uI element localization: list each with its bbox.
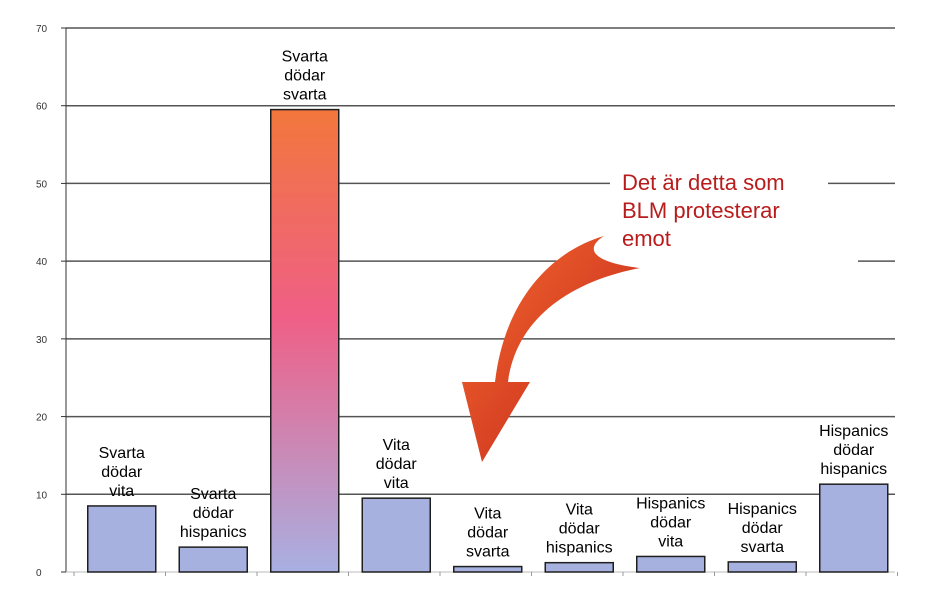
bar-label-0-line-1: dödar (101, 464, 143, 481)
bar-label-2-line-2: svarta (283, 87, 327, 104)
bar-label-8-line-0: Hispanics (819, 423, 888, 440)
y-axis: 0 10 20 30 40 50 60 70 (36, 24, 898, 579)
bar-label-4-line-0: Vita (474, 506, 501, 523)
bar-label-8-line-1: dödar (833, 442, 875, 459)
bar-label-3-line-1: dödar (376, 456, 418, 473)
bar-label-1-line-1: dödar (193, 505, 235, 522)
y-tick-label: 20 (36, 413, 48, 424)
bar-label-5-line-2: hispanics (546, 540, 613, 557)
bar-label-6-line-0: Hispanics (636, 495, 705, 512)
bar-label-3-line-2: vita (384, 475, 409, 492)
bar-label-5-line-1: dödar (559, 521, 601, 538)
bar-3 (361, 497, 431, 573)
bar-label-7-line-2: svarta (740, 539, 784, 556)
bar-label-1-line-0: Svarta (190, 486, 236, 503)
bar-label-2-line-1: dödar (284, 68, 326, 85)
bar-label-6-line-1: dödar (650, 514, 692, 531)
bar-label-4-line-1: dödar (467, 525, 509, 542)
bar-label-3-line-0: Vita (383, 437, 410, 454)
bar-label-0-line-2: vita (109, 483, 134, 500)
bar-4 (453, 565, 523, 573)
bar-label-7-line-1: dödar (742, 520, 784, 537)
y-tick-label: 50 (36, 179, 48, 190)
annotation-line-1: BLM protesterar (622, 198, 780, 223)
bar-label-4-line-2: svarta (466, 544, 510, 561)
bar-label-1-line-2: hispanics (180, 524, 247, 541)
annotation: Det är detta som BLM protesterar emot (462, 170, 785, 462)
y-tick-label: 40 (36, 257, 48, 268)
bar-8 (819, 483, 889, 573)
y-tick-label: 60 (36, 102, 48, 113)
y-tick-label: 30 (36, 335, 48, 346)
bar-0 (87, 505, 157, 573)
annotation-line-0: Det är detta som (622, 170, 785, 195)
bar-label-5-line-0: Vita (566, 502, 593, 519)
bar-label-7-line-0: Hispanics (728, 501, 797, 518)
bar-5 (544, 561, 614, 573)
bar-1 (178, 546, 248, 573)
bar-labels: Svarta dödar vita Svarta dödar hispanics Svart… (99, 49, 889, 561)
bar-7 (727, 561, 797, 573)
y-tick-label: 10 (36, 490, 48, 501)
bar-2 (270, 108, 340, 573)
bar-label-2-line-0: Svarta (282, 49, 328, 66)
bars (87, 108, 889, 573)
annotation-line-2: emot (622, 226, 671, 251)
bar-label-8-line-2: hispanics (820, 461, 887, 478)
bar-6 (636, 555, 706, 573)
y-tick-label: 0 (36, 568, 42, 579)
bar-label-0-line-0: Svarta (99, 445, 145, 462)
y-tick-label: 70 (36, 24, 48, 35)
bar-label-6-line-2: vita (658, 533, 683, 550)
curved-arrow-icon (462, 236, 640, 462)
